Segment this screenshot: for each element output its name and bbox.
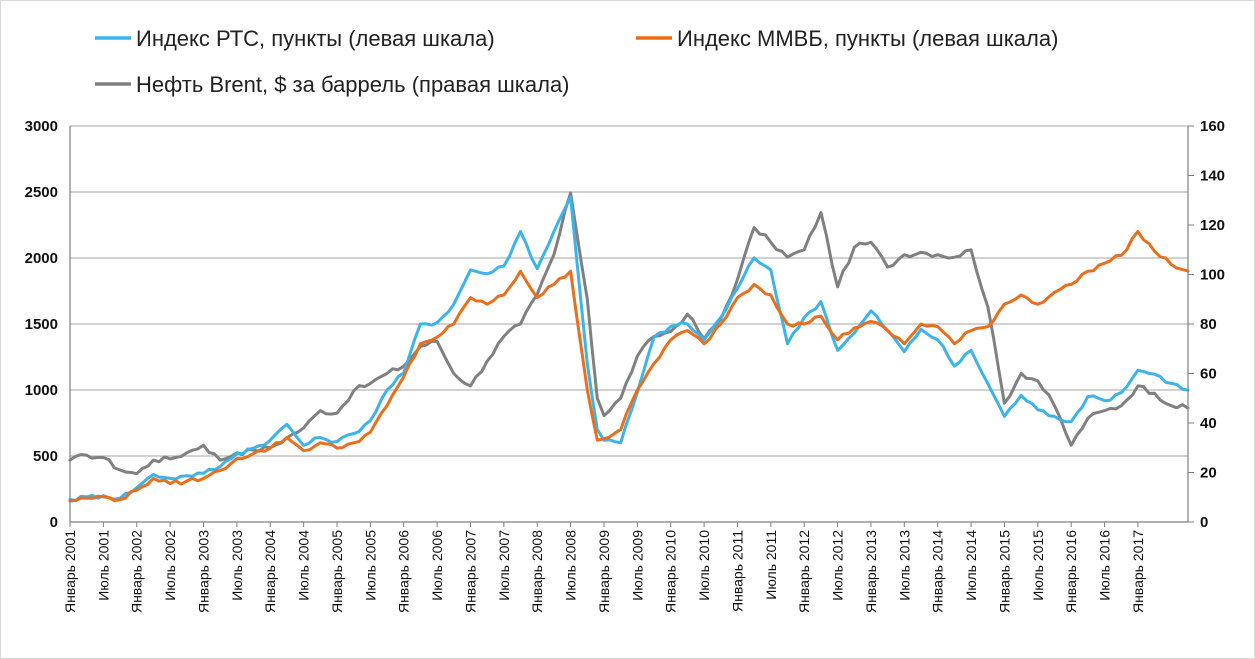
legend: Индекс РТС, пункты (левая шкала) Индекс …: [95, 26, 1058, 97]
right-tick-label: 140: [1200, 168, 1225, 185]
x-tick-label: Июль 2006: [429, 530, 445, 601]
right-tick-label: 60: [1200, 366, 1217, 383]
x-tick-label: Июль 2001: [95, 530, 111, 601]
x-axis-ticks: Январь 2001 Июль 2001 Январь 2002 Июль 2002…: [62, 522, 1146, 613]
left-tick-label: 0: [50, 514, 58, 531]
x-tick-label: Январь 2011: [729, 530, 745, 612]
series-line-rts: [68, 195, 1190, 502]
left-tick-label: 2500: [25, 184, 58, 201]
x-tick-label: Июль 2014: [963, 530, 979, 601]
left-tick-label: 1500: [25, 316, 58, 333]
right-tick-label: 20: [1200, 465, 1217, 482]
x-tick-label: Январь 2006: [396, 530, 412, 613]
left-axis-ticks: 0 500 1000 1500 2000 2500 3000: [25, 118, 58, 531]
x-tick-label: Июль 2007: [496, 530, 512, 601]
x-tick-label: Июль 2015: [1030, 530, 1046, 601]
legend-label-rts: Индекс РТС, пункты (левая шкала): [136, 26, 495, 51]
right-axis-ticks: 0 20 40 60 80 100 120 140 160: [1188, 118, 1225, 531]
x-tick-label: Январь 2017: [1130, 530, 1146, 613]
x-tick-label: Январь 2015: [996, 530, 1012, 613]
x-tick-label: Январь 2012: [796, 530, 812, 613]
legend-label-micex: Индекс ММВБ, пункты (левая шкала): [677, 26, 1058, 51]
plot-axes: [69, 126, 1189, 523]
x-tick-label: Январь 2014: [930, 530, 946, 613]
x-tick-label: Июль 2012: [830, 530, 846, 601]
right-tick-label: 0: [1200, 514, 1208, 531]
x-tick-label: Июль 2003: [229, 530, 245, 601]
x-tick-label: Июль 2002: [162, 530, 178, 601]
right-tick-label: 100: [1200, 267, 1225, 284]
right-tick-label: 120: [1200, 217, 1225, 234]
x-tick-label: Июль 2013: [896, 530, 912, 601]
x-tick-label: Январь 2009: [596, 530, 612, 613]
x-tick-label: Январь 2010: [663, 530, 679, 613]
x-tick-label: Январь 2007: [462, 530, 478, 613]
left-tick-label: 500: [33, 448, 58, 465]
x-tick-label: Июль 2011: [763, 530, 779, 600]
left-tick-label: 2000: [25, 250, 58, 267]
x-tick-label: Январь 2005: [329, 530, 345, 613]
x-tick-label: Январь 2016: [1063, 530, 1079, 613]
right-tick-label: 80: [1200, 316, 1217, 333]
x-tick-label: Январь 2008: [529, 530, 545, 613]
series-line-micex: [68, 230, 1190, 503]
right-tick-label: 160: [1200, 118, 1225, 135]
x-tick-label: Июль 2004: [296, 530, 312, 601]
x-tick-label: Январь 2002: [129, 530, 145, 613]
x-tick-label: Январь 2004: [262, 530, 278, 613]
x-tick-label: Июль 2016: [1097, 530, 1113, 601]
x-tick-label: Июль 2010: [696, 530, 712, 601]
x-tick-label: Июль 2009: [629, 530, 645, 601]
left-tick-label: 3000: [25, 118, 58, 135]
right-tick-label: 40: [1200, 415, 1217, 432]
series-lines: [68, 191, 1190, 503]
x-tick-label: Июль 2005: [362, 530, 378, 601]
legend-label-brent: Нефть Brent, $ за баррель (правая шкала): [136, 72, 570, 97]
x-tick-label: Январь 2001: [62, 530, 78, 613]
x-tick-label: Июль 2008: [563, 530, 579, 601]
x-tick-label: Январь 2013: [863, 530, 879, 613]
x-tick-label: Январь 2003: [195, 530, 211, 613]
left-tick-label: 1000: [25, 382, 58, 399]
